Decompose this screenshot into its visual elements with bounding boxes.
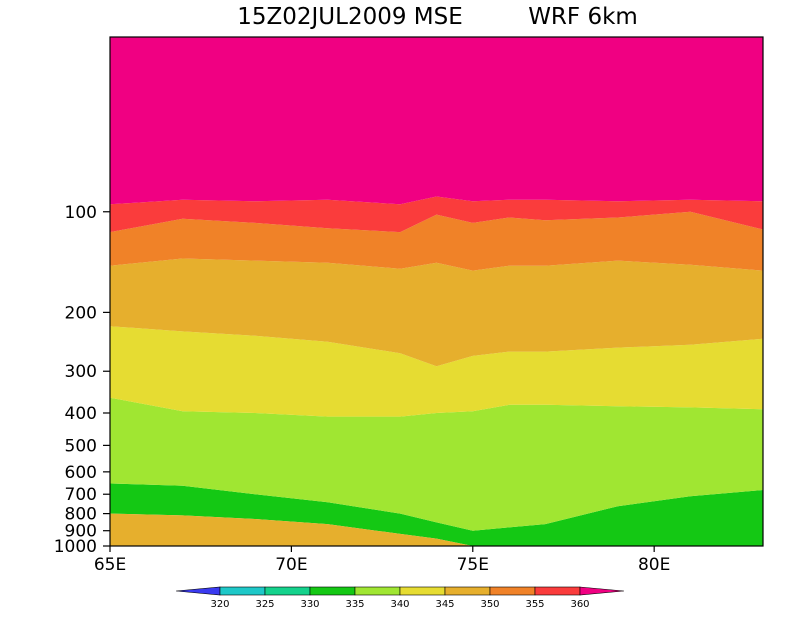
x-axis: 65E 70E 75E 80E bbox=[94, 546, 670, 575]
colorbar-segment bbox=[444, 586, 491, 596]
band-330-335 bbox=[110, 483, 763, 546]
contour-fills bbox=[110, 37, 763, 546]
x-tick-label: 65E bbox=[94, 555, 126, 575]
chart-title-left: 15Z02JUL2009 MSE bbox=[237, 4, 463, 30]
colorbar-label: 335 bbox=[345, 599, 364, 610]
band-355-360 bbox=[110, 196, 763, 233]
y-tick-label: 200 bbox=[65, 303, 97, 323]
colorbar-segment bbox=[264, 586, 311, 596]
y-tick-label: 300 bbox=[65, 362, 97, 382]
x-tick-label: 80E bbox=[638, 555, 670, 575]
colorbar-label: 320 bbox=[210, 599, 229, 610]
band-340-345 bbox=[110, 326, 763, 417]
colorbar-segment bbox=[219, 586, 266, 596]
colorbar-label: 340 bbox=[390, 599, 409, 610]
colorbar-label: 360 bbox=[570, 599, 589, 610]
x-tick-label: 70E bbox=[275, 555, 307, 575]
colorbar-label: 355 bbox=[525, 599, 544, 610]
band-above-360 bbox=[110, 37, 763, 205]
colorbar-label: 345 bbox=[435, 599, 454, 610]
colorbar: 320 325 330 335 340 345 350 355 360 bbox=[175, 586, 625, 610]
colorbar-label: 350 bbox=[480, 599, 499, 610]
band-335-340 bbox=[110, 397, 763, 531]
y-tick-label: 1000 bbox=[54, 537, 97, 557]
y-tick-label: 500 bbox=[65, 436, 97, 456]
y-tick-label: 100 bbox=[65, 203, 97, 223]
y-tick-label: 900 bbox=[65, 522, 97, 542]
y-tick-label: 600 bbox=[65, 463, 97, 483]
band-345-350 bbox=[110, 258, 763, 367]
colorbar-low-arrow bbox=[175, 586, 221, 596]
colorbar-segment bbox=[354, 586, 401, 596]
y-tick-label: 700 bbox=[65, 485, 97, 505]
colorbar-label: 330 bbox=[300, 599, 319, 610]
colorbar-segment bbox=[399, 586, 446, 596]
colorbar-segment bbox=[534, 586, 581, 596]
colorbar-segment bbox=[489, 586, 536, 596]
colorbar-high-arrow bbox=[579, 586, 625, 596]
x-tick-label: 75E bbox=[457, 555, 489, 575]
band-350-355 bbox=[110, 211, 763, 271]
y-tick-label: 400 bbox=[65, 404, 97, 424]
colorbar-segment bbox=[309, 586, 356, 596]
y-tick-label: 800 bbox=[65, 505, 97, 525]
chart-title-right: WRF 6km bbox=[528, 4, 638, 30]
band-near-surface bbox=[110, 513, 763, 546]
plot-frame bbox=[109, 36, 764, 547]
colorbar-label: 325 bbox=[255, 599, 274, 610]
